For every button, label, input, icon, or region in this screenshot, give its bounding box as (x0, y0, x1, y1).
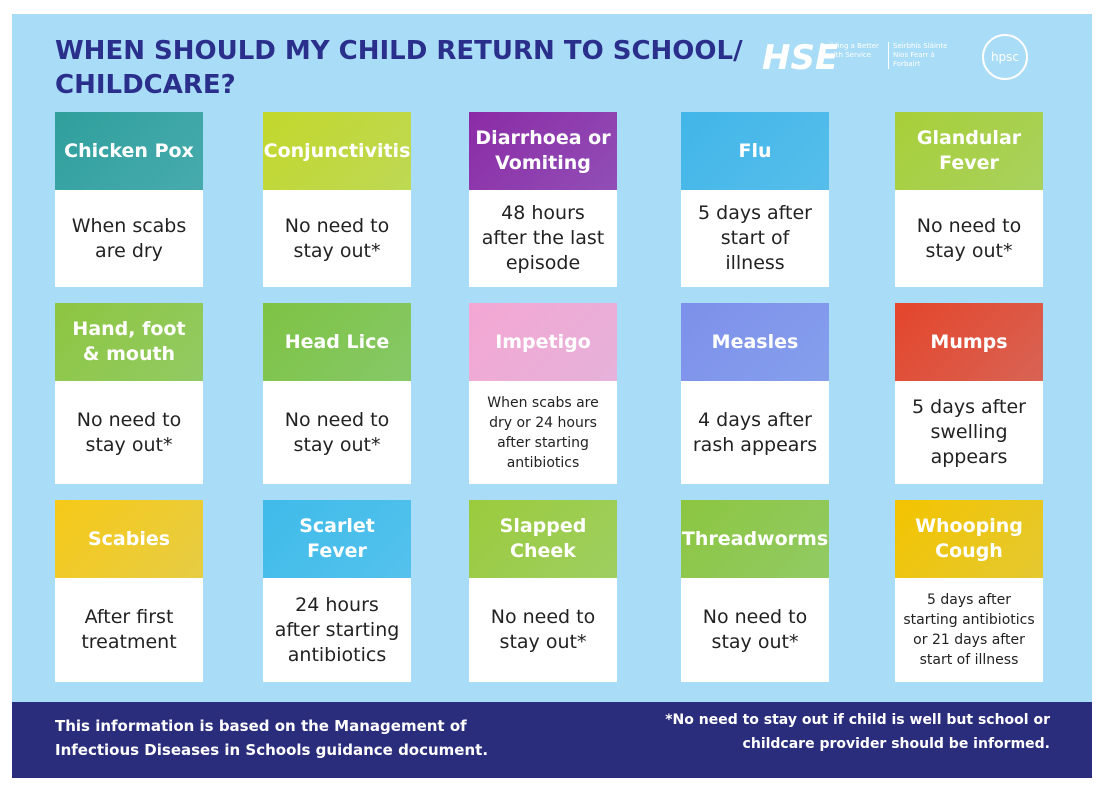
disease-name: Chicken Pox (55, 112, 203, 190)
return-advice: When scabs are dry (55, 190, 203, 287)
disease-name: Glandular Fever (895, 112, 1043, 190)
disease-card: Flu 5 days after start of illness (681, 112, 829, 287)
disease-name: Head Lice (263, 303, 411, 381)
return-advice: After first treatment (55, 578, 203, 682)
disease-card: Measles 4 days after rash appears (681, 303, 829, 484)
hse-tagline-irish: Seirbhís Sláinte Níos Fearr á Forbairt (888, 42, 963, 69)
hse-tagline: Building a Better Health Service (820, 42, 879, 59)
return-advice: 5 days after start of illness (681, 190, 829, 287)
return-advice: 24 hours after starting antibiotics (263, 578, 411, 682)
footer-note: *No need to stay out if child is well bu… (665, 712, 1050, 752)
disease-card: Threadworms No need to stay out* (681, 500, 829, 682)
disease-name: Scarlet Fever (263, 500, 411, 578)
title: WHEN SHOULD MY CHILD RETURN TO SCHOOL/ C… (55, 36, 743, 100)
disease-name: Conjunctivitis (263, 112, 411, 190)
disease-card: Conjunctivitis No need to stay out* (263, 112, 411, 287)
return-advice: When scabs are dry or 24 hours after sta… (469, 381, 617, 484)
disease-card: Head Lice No need to stay out* (263, 303, 411, 484)
disease-card: Chicken Pox When scabs are dry (55, 112, 203, 287)
disease-card: Scarlet Fever 24 hours after starting ant… (263, 500, 411, 682)
return-advice: No need to stay out* (263, 190, 411, 287)
footer-source: This information is based on the Managem… (55, 717, 489, 759)
return-advice: No need to stay out* (895, 190, 1043, 287)
disease-card: Slapped Cheek No need to stay out* (469, 500, 617, 682)
hse-logo-mark: HSE (762, 38, 839, 78)
return-advice: 4 days after rash appears (681, 381, 829, 484)
return-advice: No need to stay out* (263, 381, 411, 484)
footer: This information is based on the Managem… (12, 702, 1092, 778)
return-advice: No need to stay out* (469, 578, 617, 682)
disease-card: Glandular Fever No need to stay out* (895, 112, 1043, 287)
disease-name: Measles (681, 303, 829, 381)
disease-card: Hand, foot & mouth No need to stay out* (55, 303, 203, 484)
return-advice: No need to stay out* (55, 381, 203, 484)
hpsc-logo: hpsc (982, 34, 1028, 80)
disease-name: Diarrhoea or Vomiting (469, 112, 617, 190)
disease-card: Scabies After first treatment (55, 500, 203, 682)
disease-name: Whooping Cough (895, 500, 1043, 578)
disease-name: Threadworms (681, 500, 829, 578)
return-advice: No need to stay out* (681, 578, 829, 682)
return-advice: 5 days after swelling appears (895, 381, 1043, 484)
disease-name: Flu (681, 112, 829, 190)
return-advice: 48 hours after the last episode (469, 190, 617, 287)
disease-name: Scabies (55, 500, 203, 578)
disease-card: Impetigo When scabs are dry or 24 hours a… (469, 303, 617, 484)
disease-name: Slapped Cheek (469, 500, 617, 578)
disease-name: Hand, foot & mouth (55, 303, 203, 381)
disease-name: Mumps (895, 303, 1043, 381)
disease-name: Impetigo (469, 303, 617, 381)
disease-card: Mumps 5 days after swelling appears (895, 303, 1043, 484)
return-advice: 5 days after starting antibiotics or 21 … (895, 578, 1043, 682)
disease-card: Whooping Cough 5 days after starting anti… (895, 500, 1043, 682)
disease-card: Diarrhoea or Vomiting 48 hours after the … (469, 112, 617, 287)
